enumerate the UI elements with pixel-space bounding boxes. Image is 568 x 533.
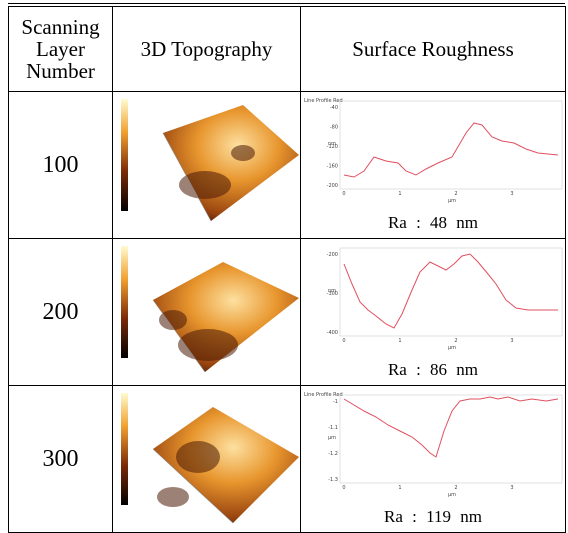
y-tick-label: -80: [330, 125, 338, 131]
page: Scanning Layer Number 3D Topography Surf…: [0, 0, 568, 530]
header-cell: 3D Topography: [113, 7, 301, 92]
y-tick-label: -1.2: [328, 451, 338, 457]
table-wrap: Scanning Layer Number 3D Topography Surf…: [8, 3, 565, 533]
x-unit: μm: [448, 198, 456, 204]
x-tick-label: 1: [398, 191, 401, 197]
profile-line: [344, 123, 558, 177]
x-tick-label: 3: [510, 338, 513, 344]
header-cell: Surface Roughness: [301, 7, 566, 92]
x-tick-label: 1: [398, 485, 401, 491]
color-bar: [121, 99, 128, 211]
topography-cell: [113, 239, 301, 386]
plot-frame: [340, 395, 562, 483]
topography-cell: [113, 92, 301, 239]
surface: [163, 105, 299, 221]
layer-number: 100: [9, 92, 113, 239]
y-tick-label: -1.3: [328, 477, 338, 483]
x-tick-label: 3: [510, 485, 513, 491]
color-bar: [121, 246, 128, 358]
color-bar: [121, 393, 128, 505]
plot-frame: [340, 248, 562, 336]
topography-image: [113, 387, 301, 532]
profile-plot: nm-200-300-40001234μm: [302, 244, 564, 362]
x-unit: μm: [448, 345, 456, 351]
x-tick-label: 0: [342, 338, 345, 344]
roughness-value: Ra : 86 nm: [301, 360, 565, 380]
y-unit: μm: [328, 435, 336, 441]
header-cell: Scanning Layer Number: [9, 7, 113, 92]
y-tick-label: -200: [327, 183, 338, 189]
y-tick-label: -1.1: [328, 425, 338, 431]
layer-number: 200: [9, 239, 113, 386]
x-unit: μm: [448, 492, 456, 498]
layer-number: 300: [9, 386, 113, 533]
surface-shade: [159, 310, 187, 330]
x-tick-label: 2: [454, 485, 457, 491]
y-tick-label: -1: [333, 399, 338, 405]
surface-shade: [231, 145, 255, 161]
header-row: Scanning Layer Number 3D Topography Surf…: [9, 7, 566, 92]
x-tick-label: 0: [342, 191, 345, 197]
profile-line: [344, 397, 558, 457]
y-tick-label: -300: [327, 291, 338, 297]
profile-line: [344, 254, 558, 328]
table: Scanning Layer Number 3D Topography Surf…: [8, 6, 566, 533]
plot-frame: [340, 101, 562, 189]
profile-title: Line Profile Red: [304, 98, 343, 104]
x-tick-label: 2: [454, 338, 457, 344]
x-tick-label: 3: [510, 191, 513, 197]
profile-title: Line Profile Red: [304, 392, 343, 398]
x-tick-label: 2: [454, 191, 457, 197]
x-tick-label: 0: [342, 485, 345, 491]
surface-shade: [179, 171, 231, 199]
surface-shade: [176, 441, 220, 473]
profile-cell: nm-200-300-40001234μmRa : 86 nm: [301, 239, 566, 386]
y-tick-label: -400: [327, 330, 338, 336]
topography-image: [113, 240, 301, 385]
surface-shade: [178, 329, 238, 361]
topography-cell: [113, 386, 301, 533]
profile-cell: Line Profile Redμm-1-1.1-1.2-1.301234μmR…: [301, 386, 566, 533]
surface-shade: [157, 487, 189, 507]
y-tick-label: -200: [327, 252, 338, 258]
roughness-value: Ra : 119 nm: [301, 507, 565, 527]
x-tick-label: 1: [398, 338, 401, 344]
y-tick-label: -120: [327, 144, 338, 150]
y-tick-label: -160: [327, 164, 338, 170]
y-tick-label: -40: [330, 105, 338, 111]
topography-image: [113, 93, 301, 238]
roughness-value: Ra : 48 nm: [301, 213, 565, 233]
